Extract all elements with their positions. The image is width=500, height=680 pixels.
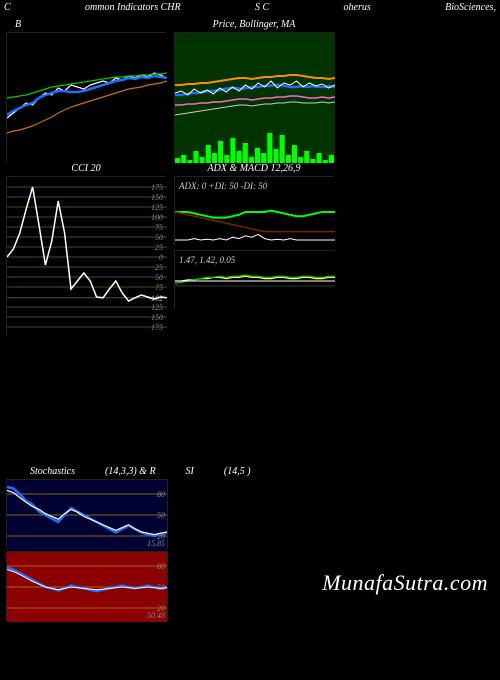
- panel-c-title: CCI 20: [71, 163, 100, 174]
- svg-text:75: 75: [155, 223, 163, 232]
- svg-text:15.85: 15.85: [147, 539, 165, 548]
- svg-text:175: 175: [151, 323, 163, 332]
- panel-b-title-right: Bands 20,2: [350, 18, 500, 29]
- panel-cci: CCI 20 1751501251007550250255075-1021251…: [6, 176, 166, 336]
- stoch-t4: (14,5 ): [224, 466, 251, 477]
- svg-text:1.47, 1.42, 0.05: 1.47, 1.42, 0.05: [179, 255, 236, 265]
- stoch-t3: SI: [186, 466, 194, 477]
- panel-a-title: B: [15, 19, 21, 30]
- svg-text:150: 150: [151, 193, 163, 202]
- chart-b: [175, 33, 335, 163]
- svg-text:50: 50: [155, 273, 163, 282]
- stoch-t1: Stochastics: [30, 466, 75, 477]
- svg-text:25: 25: [155, 243, 163, 252]
- panel-price-ma: Price, Bollinger, MA: [174, 32, 334, 162]
- svg-text:50.48: 50.48: [147, 611, 165, 620]
- svg-text:50: 50: [155, 233, 163, 242]
- svg-text:150: 150: [151, 313, 163, 322]
- panel-d-title: ADX & MACD 12,26,9: [207, 163, 300, 174]
- svg-text:80: 80: [157, 490, 165, 499]
- panel-macd: 1.47, 1.42, 0.05: [174, 250, 334, 310]
- hdr-left: C: [4, 2, 11, 16]
- hdr-m3: oherus: [344, 2, 371, 16]
- panel-adx: ADX & MACD 12,26,9 ADX: 0 +DI: 50 -DI: 5…: [174, 176, 334, 246]
- svg-text:175: 175: [151, 183, 163, 192]
- chart-adx: ADX: 0 +DI: 50 -DI: 50: [175, 177, 335, 247]
- svg-text:0: 0: [159, 253, 163, 262]
- chart-macd: 1.47, 1.42, 0.05: [175, 251, 335, 311]
- stoch-title-row: Stochastics (14,3,3) & R SI (14,5 ): [30, 466, 500, 477]
- hdr-m2: S C: [255, 2, 269, 16]
- panel-b-title: Price, Bollinger, MA: [213, 19, 296, 30]
- chart-rsi: 80502050.48: [7, 552, 169, 622]
- svg-text:100: 100: [151, 213, 163, 222]
- panel-stochastics: 80502015.85: [6, 479, 168, 549]
- svg-text:25: 25: [155, 263, 163, 272]
- svg-text:50: 50: [157, 511, 165, 520]
- svg-text:75: 75: [155, 283, 163, 292]
- svg-text:125: 125: [151, 303, 163, 312]
- svg-text:125: 125: [151, 203, 163, 212]
- svg-text:ADX: 0 +DI: 50 -DI: 50: ADX: 0 +DI: 50 -DI: 50: [178, 181, 268, 191]
- panel-bollinger-left: B: [6, 32, 166, 162]
- header-bar: C ommon Indicators CHR S C oherus BioSci…: [0, 0, 500, 18]
- hdr-right: BioSciences,: [445, 2, 496, 16]
- chart-stochastics: 80502015.85: [7, 480, 169, 550]
- watermark: MunafaSutra.com: [322, 570, 488, 596]
- svg-text:80: 80: [157, 562, 165, 571]
- stoch-t2: (14,3,3) & R: [105, 466, 156, 477]
- panel-rsi: 80502050.48: [6, 551, 168, 621]
- hdr-m1: ommon Indicators CHR: [85, 2, 181, 16]
- chart-cci: 1751501251007550250255075-102125150175: [7, 177, 167, 337]
- chart-a: [7, 33, 167, 163]
